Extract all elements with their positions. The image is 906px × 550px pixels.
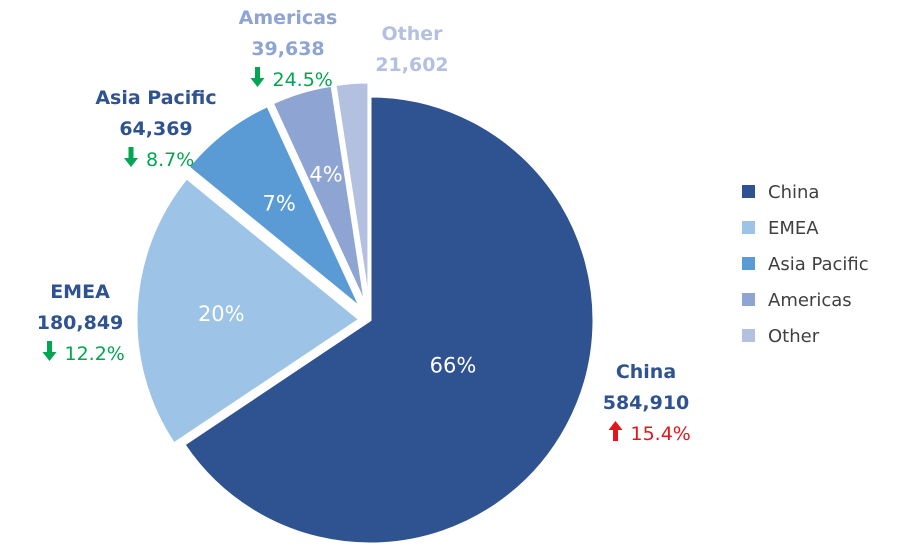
percent-label-emea: 20%: [198, 302, 245, 326]
arrow-down-icon-emea: [42, 341, 57, 361]
slice-other: [333, 80, 371, 307]
arrow-down-icon-asia-pacific: [124, 147, 138, 167]
callout-name-asia-pacific: Asia Pacific: [95, 87, 216, 109]
legend-swatch-americas: [742, 293, 755, 306]
arrow-down-icon-americas: [250, 67, 265, 87]
legend-swatch-other: [742, 329, 755, 342]
slice-americas: [270, 83, 368, 308]
callout-change-asia-pacific: 8.7%: [146, 149, 194, 171]
callout-value-other: 21,602: [375, 54, 448, 76]
legend-label-other: Other: [768, 326, 820, 347]
callout-name-emea: EMEA: [50, 281, 110, 303]
legend-label-americas: Americas: [768, 290, 852, 311]
slice-china: [181, 94, 596, 546]
callout-value-americas: 39,638: [251, 38, 324, 60]
callout-value-asia-pacific: 64,369: [119, 118, 192, 140]
legend: China EMEA Asia Pacific Americas Other: [742, 182, 869, 347]
slice-asia-pacific: [185, 103, 363, 311]
callout-change-americas: 24.5%: [273, 69, 333, 91]
percent-labels: 66% 20% 7% 4%: [198, 163, 476, 378]
callout-change-emea: 12.2%: [65, 343, 125, 365]
slice-callouts: China 584,910 15.4% EMEA 180,849 12.2% Asia Pa…: [37, 7, 691, 445]
callout-name-china: China: [616, 361, 676, 383]
legend-label-china: China: [768, 182, 819, 203]
legend-swatch-emea: [742, 221, 755, 234]
legend-swatch-china: [742, 185, 755, 198]
slice-emea: [134, 175, 363, 447]
callout-change-china: 15.4%: [631, 423, 691, 445]
pie-slices: [134, 80, 596, 546]
legend-swatch-asia-pacific: [742, 257, 755, 270]
legend-label-asia-pacific: Asia Pacific: [768, 254, 869, 275]
percent-label-asia-pacific: 7%: [263, 192, 296, 216]
arrow-up-icon-china: [608, 421, 623, 441]
percent-label-china: 66%: [430, 353, 477, 377]
callout-name-other: Other: [381, 23, 443, 45]
legend-label-emea: EMEA: [768, 218, 819, 239]
callout-name-americas: Americas: [239, 7, 338, 29]
callout-value-emea: 180,849: [37, 312, 124, 334]
percent-label-americas: 4%: [309, 163, 342, 187]
callout-value-china: 584,910: [603, 392, 690, 414]
